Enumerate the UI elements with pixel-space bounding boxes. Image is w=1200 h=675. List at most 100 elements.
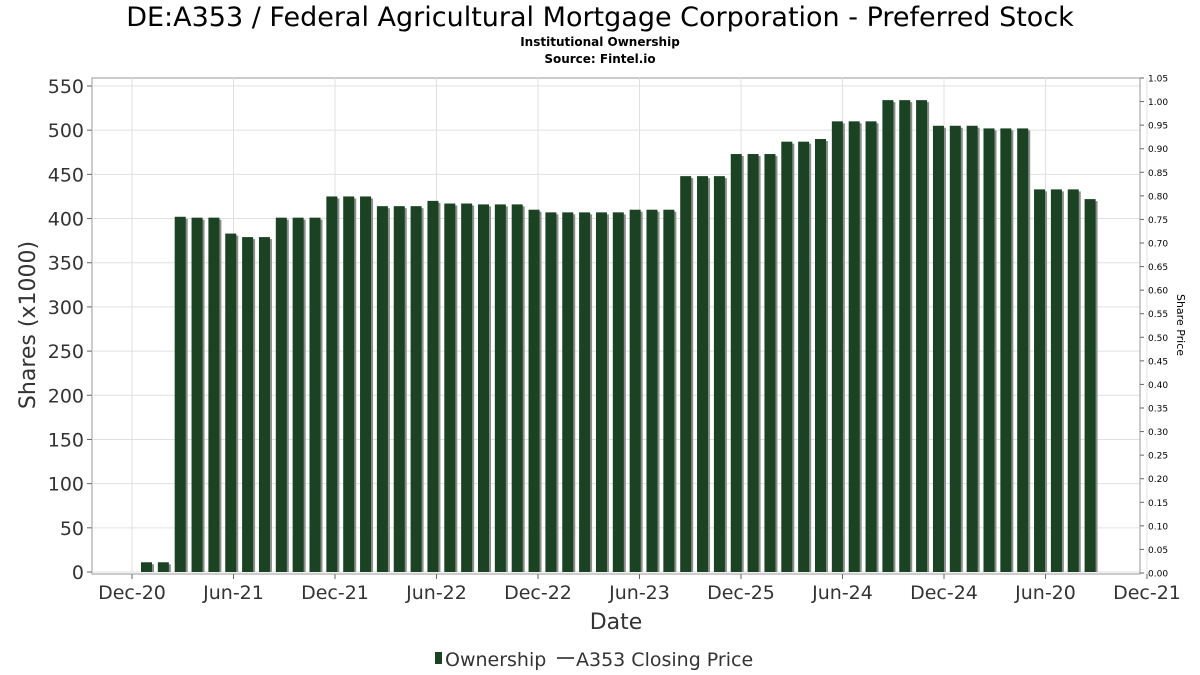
bar [663,209,675,572]
bar [713,176,725,572]
bar [225,233,237,573]
bar [309,217,321,573]
y-tick-label: 0 [72,562,84,584]
right-y-tick-label: 0.25 [1148,452,1168,462]
bar [899,100,911,572]
bar [494,204,506,572]
bar [612,212,624,573]
right-y-axis-label: Share Price [1174,294,1187,356]
x-tick-label: Jun-21 [202,582,264,604]
x-tick-label: Jun-20 [1014,582,1076,604]
right-y-tick-label: 0.05 [1148,546,1168,556]
right-y-tick-label: 0.20 [1148,475,1168,485]
right-y-tick-label: 0.90 [1148,145,1168,155]
bar [258,237,270,573]
bar [360,196,372,573]
bar [595,212,607,573]
bar [1067,189,1079,573]
bar [882,100,894,572]
bar [427,200,439,572]
bar [646,209,658,572]
bar [798,141,810,572]
x-axis-label: Date [590,610,643,635]
x-tick-label: Jun-22 [405,582,467,604]
right-y-tick-label: 0.40 [1148,381,1168,391]
bar [1050,189,1062,573]
y-tick-label: 450 [48,164,84,186]
right-y-tick-label: 0.65 [1148,263,1168,273]
y-tick-label: 50 [60,518,84,540]
bar [932,125,944,572]
bar [579,212,591,573]
bar [1017,128,1029,572]
bar [410,206,422,572]
legend-ownership-swatch [435,652,442,664]
chart-subtitle-line-2: Source: Fintel.io [544,52,656,66]
right-y-tick-label: 0.15 [1148,499,1168,509]
right-y-tick-label: 0.95 [1148,122,1168,132]
x-tick-label: Dec-22 [504,582,572,604]
right-y-tick-label: 0.45 [1148,357,1168,367]
bar [680,176,692,572]
bar [1034,189,1046,573]
y-tick-label: 300 [48,297,84,319]
bar [949,125,961,572]
right-y-tick-label: 0.10 [1148,522,1168,532]
y-tick-label: 150 [48,429,84,451]
bar [191,217,203,573]
bar [511,204,523,572]
x-tick-label: Dec-25 [707,582,775,604]
bar [157,562,169,572]
right-y-tick-label: 0.60 [1148,287,1168,297]
bar [1084,199,1096,572]
bar [393,206,405,572]
right-y-tick-label: 0.85 [1148,169,1168,179]
left-y-axis: 0 50 100 150 200 250 300 350 400 450 500 550 [48,76,92,584]
x-axis: Dec-20 Jun-21 Dec-21 Jun-22 Dec-22 Jun-23 Dec-… [98,574,1181,604]
bar [848,121,860,572]
bar [208,217,220,573]
bar [983,128,995,572]
y-tick-label: 550 [48,76,84,98]
bar [275,217,287,573]
x-tick-label: Dec-24 [910,582,978,604]
bar [747,154,759,573]
bar [629,209,641,572]
bar [764,154,776,573]
bar [343,196,355,573]
right-y-tick-label: 1.00 [1148,98,1168,108]
right-y-tick-label: 0.70 [1148,240,1168,250]
bar [916,100,928,572]
x-tick-label: Dec-21 [301,582,369,604]
right-y-tick-label: 1.05 [1148,75,1168,85]
right-y-tick-label: 0.75 [1148,216,1168,226]
right-y-tick-label: 0.80 [1148,192,1168,202]
bar [292,217,304,573]
bar [461,203,473,573]
y-tick-label: 500 [48,120,84,142]
chart-title: DE:A353 / Federal Agricultural Mortgage … [126,2,1074,33]
x-tick-label: Dec-20 [98,582,166,604]
bar [562,212,574,573]
y-tick-label: 400 [48,209,84,231]
bar [1000,128,1012,572]
y-tick-label: 250 [48,341,84,363]
y-axis-label: Shares (x1000) [16,241,41,409]
bar [697,176,709,572]
legend: Ownership A353 Closing Price [435,649,753,671]
bar [174,216,186,572]
bar [966,125,978,572]
legend-ownership-label: Ownership [445,649,546,671]
bar [141,562,152,572]
right-y-tick-label: 0.35 [1148,405,1168,415]
y-tick-label: 350 [48,253,84,275]
right-y-tick-label: 0.30 [1148,428,1168,438]
bar [478,204,489,572]
bar [444,203,456,573]
right-y-axis: 0.00 0.05 0.10 0.15 0.20 0.25 0.30 0.35 0.40 0.45… [1139,75,1168,580]
bar [815,139,826,572]
x-tick-label: Jun-24 [811,582,873,604]
chart-subtitle-line-1: Institutional Ownership [520,35,680,49]
right-y-tick-label: 0.50 [1148,334,1168,344]
